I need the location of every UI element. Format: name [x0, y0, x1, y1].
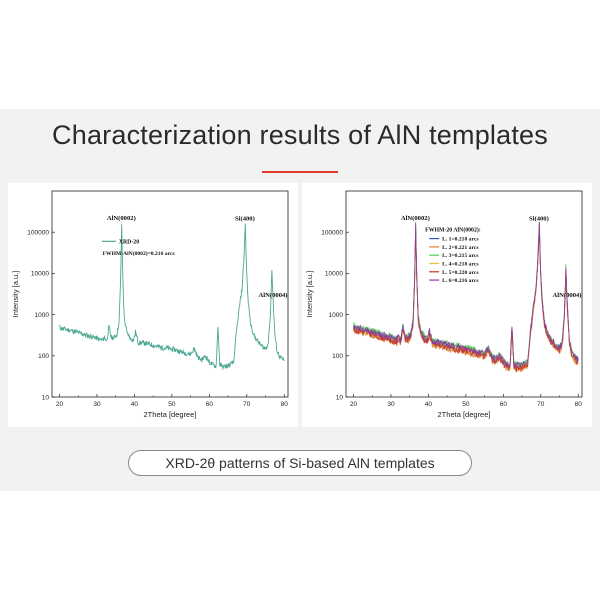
y-axis-label: Intensity [a.u.] [305, 271, 314, 318]
x-tick-label: 70 [537, 401, 545, 408]
xrd-chart-multi: 20 30 40 50 60 70 80 10 100 1000 10000 100000 2Theta… [305, 190, 583, 419]
legend-label: L. 6=0.216 arcs [442, 278, 479, 284]
series-group [59, 223, 285, 371]
x-tick-label: 20 [56, 401, 64, 408]
x-tick-label: 40 [425, 401, 433, 408]
peak-label: Si(400) [235, 216, 255, 223]
peak-label: AlN(0004) [553, 292, 582, 299]
x-tick-label: 80 [575, 401, 583, 408]
x-tick-label: 30 [93, 401, 101, 408]
legend-label: L. 2=0.221 arcs [442, 245, 479, 251]
series-line [353, 221, 579, 370]
y-tick-label: 10000 [31, 271, 49, 278]
x-tick-label: 40 [131, 401, 139, 408]
peak-label: Si(400) [529, 216, 549, 223]
y-tick-label: 100 [38, 353, 49, 360]
series-line [59, 223, 285, 371]
y-tick-label: 10000 [325, 271, 343, 278]
x-tick-label: 60 [500, 401, 508, 408]
y-tick-label: 10 [336, 394, 344, 401]
x-tick-label: 50 [168, 401, 176, 408]
y-tick-label: 1000 [35, 312, 50, 319]
y-axis-label: Intensity [a.u.] [11, 271, 20, 318]
x-tick-label: 70 [243, 401, 251, 408]
legend-label: XRD-20 [119, 239, 139, 245]
y-tick-label: 10 [42, 394, 50, 401]
xrd-chart-single: 20 30 40 50 60 70 80 10 100 1000 10000 100000 2Theta… [11, 190, 289, 419]
x-tick-label: 80 [281, 401, 289, 408]
chart-panel-left: 20 30 40 50 60 70 80 10 100 1000 10000 100000 2Theta… [8, 183, 298, 427]
legend-label: L. 4=0.218 arcs [442, 261, 479, 267]
x-axis-label: 2Theta [degree] [144, 410, 197, 419]
peak-label: AlN(0002) [401, 215, 430, 222]
y-tick-label: 100 [332, 353, 343, 360]
plot-frame [51, 190, 289, 398]
y-tick-label: 100000 [321, 230, 343, 237]
legend-label: L. 1=0.218 arcs [442, 237, 479, 243]
series-group [353, 221, 579, 373]
y-tick-label: 1000 [329, 312, 344, 319]
x-tick-label: 60 [206, 401, 214, 408]
x-tick-label: 30 [387, 401, 395, 408]
x-tick-label: 20 [350, 401, 358, 408]
page-title: Characterization results of AlN template… [52, 120, 548, 150]
x-axis-label: 2Theta [degree] [438, 410, 491, 419]
legend-label: L. 5=0.220 arcs [442, 270, 479, 276]
legend-label: L. 3=0.215 arcs [442, 253, 479, 259]
peak-label: AlN(0004) [259, 292, 288, 299]
figure-caption: XRD-2θ patterns of Si-based AlN template… [128, 450, 472, 476]
plot-frame [345, 190, 583, 398]
chart-panel-right: 20 30 40 50 60 70 80 10 100 1000 10000 100000 2Theta… [302, 183, 592, 427]
legend-title: FWHM-20 AlN(0002): [425, 227, 481, 234]
peak-label: AlN(0002) [107, 215, 136, 222]
y-tick-label: 100000 [27, 230, 49, 237]
x-tick-label: 50 [462, 401, 470, 408]
fwhm-annotation: FWHM-AlN(0002)=0.216 arcs [103, 250, 176, 257]
title-underline [262, 171, 338, 173]
